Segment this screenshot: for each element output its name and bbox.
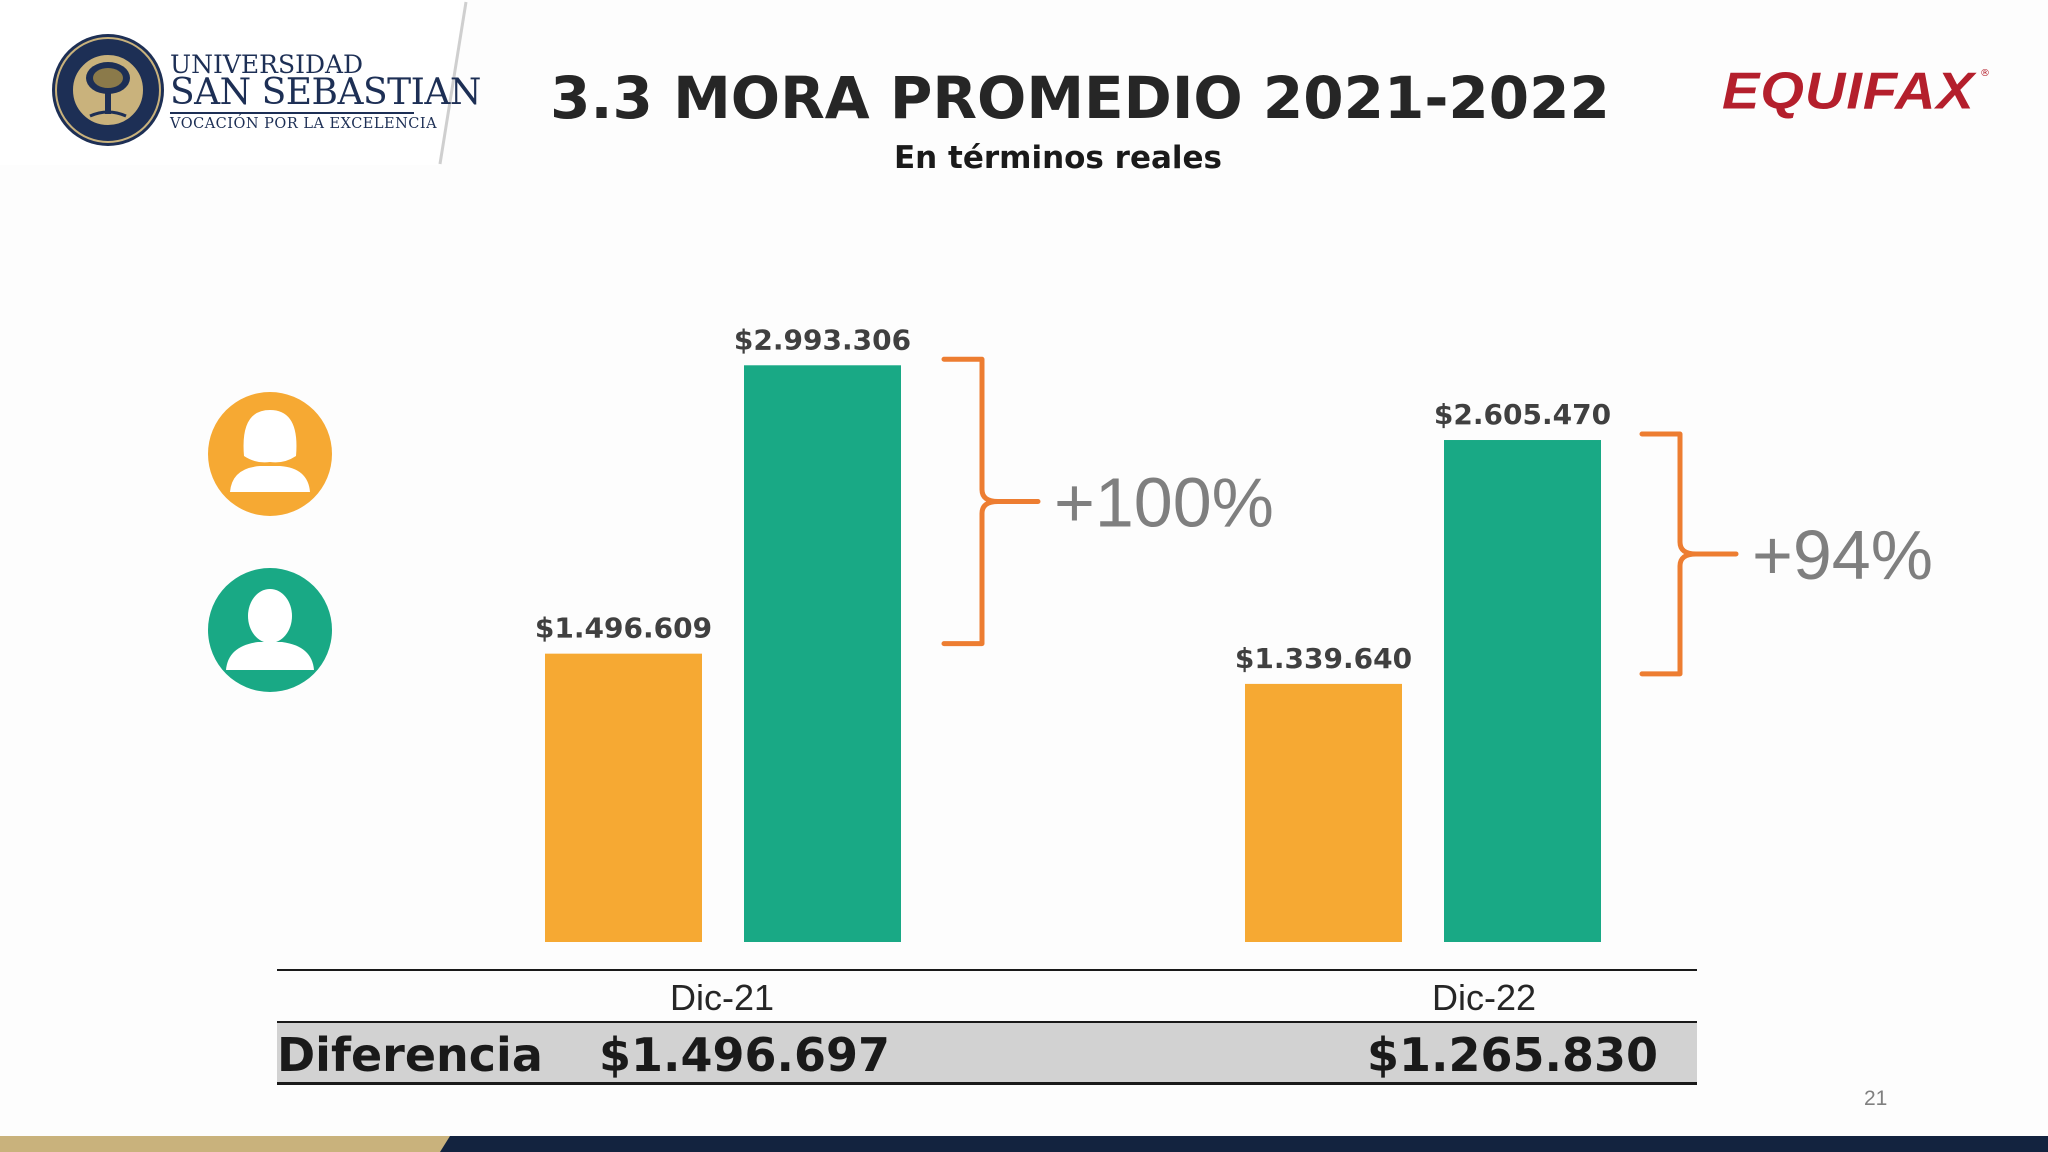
difference-value-dic-22: $1.265.830 [1367,1028,1659,1082]
equifax-logo: EQUIFAX [1722,61,1975,120]
category-label-dic-22: Dic-22 [1431,977,1537,1018]
difference-label: Diferencia [277,1028,543,1082]
data-label-male-dic-21: $2.993.306 [734,323,911,356]
header-divider [438,1,468,165]
woman-icon [208,392,332,516]
bar-male-dic-21 [744,365,901,943]
logo-rule [170,112,414,114]
footer-navy-bar [0,1136,2048,1152]
difference-row-background [277,1023,1697,1082]
growth-annotation-dic-21: +100% [1054,463,1274,541]
slide-subtitle: En términos reales [893,140,1223,176]
university-seal-logo [52,34,164,146]
table-rule-bottom [277,1082,1697,1085]
bar-female-dic-21 [545,653,702,942]
category-label-dic-21: Dic-21 [669,977,775,1018]
footer-gold-accent [0,1136,450,1152]
growth-bracket-dic-21 [941,356,1041,647]
difference-value-dic-21: $1.496.697 [599,1028,891,1082]
logo-line-universidad: UNIVERSIDAD [170,50,364,79]
registered-mark: ® [1980,68,1990,79]
data-label-female-dic-22: $1.339.640 [1235,642,1412,675]
bar-female-dic-22 [1245,683,1402,942]
growth-annotation-dic-22: +94% [1752,516,1933,594]
data-label-male-dic-22: $2.605.470 [1434,398,1611,431]
difference-table: Dic-21 Dic-22 Diferencia $1.496.697 $1.2… [277,969,1697,1085]
slide-title: 3.3 MORA PROMEDIO 2021-2022 [550,64,1610,132]
page-number: 21 [1864,1087,1888,1110]
bar-male-dic-22 [1444,440,1601,942]
table-rule-middle [277,1021,1697,1023]
logo-line-tagline: VOCACIÓN POR LA EXCELENCIA [170,116,438,132]
logo-line-san-sebastian: SAN SEBASTIAN [170,72,481,113]
table-rule-top [277,969,1697,971]
data-label-female-dic-21: $1.496.609 [535,612,712,645]
man-icon [208,568,332,692]
growth-bracket-dic-22 [1639,431,1739,677]
